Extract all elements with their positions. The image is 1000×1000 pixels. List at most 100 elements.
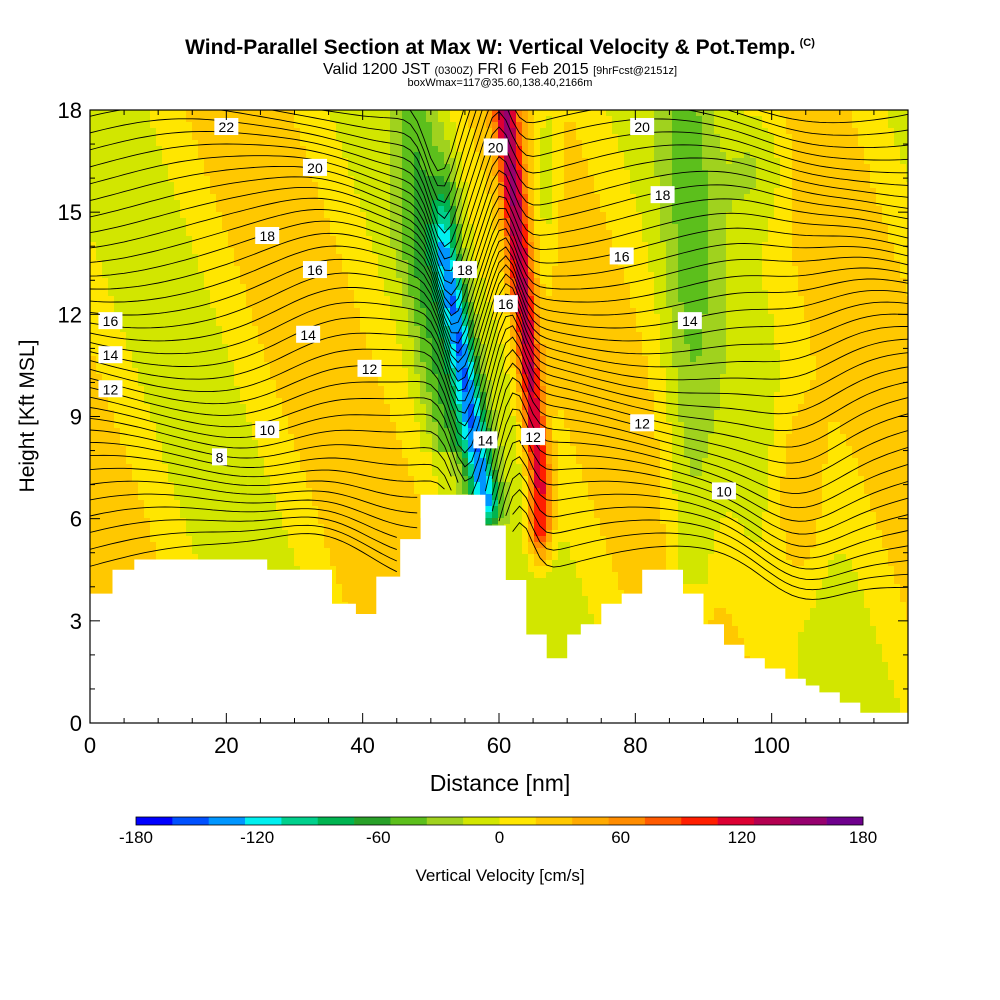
field-cell xyxy=(870,128,877,135)
field-cell xyxy=(540,110,547,117)
field-cell xyxy=(762,290,769,297)
field-cell xyxy=(558,218,565,225)
field-cell xyxy=(624,212,631,219)
field-cell xyxy=(438,176,445,183)
field-cell xyxy=(810,152,817,159)
field-cell xyxy=(546,194,553,201)
field-cell xyxy=(540,236,547,243)
field-cell xyxy=(582,188,589,195)
field-cell xyxy=(882,158,889,165)
field-cell xyxy=(672,284,679,291)
field-cell xyxy=(396,278,403,285)
field-cell xyxy=(306,206,313,213)
field-cell xyxy=(228,218,235,225)
field-cell xyxy=(660,122,667,129)
field-cell xyxy=(546,230,553,237)
field-cell xyxy=(624,122,631,129)
field-cell xyxy=(318,134,325,141)
valid-utc: (0300Z) xyxy=(434,65,473,77)
field-cell xyxy=(120,140,127,147)
field-cell xyxy=(510,122,517,129)
field-cell xyxy=(390,272,397,279)
field-cell xyxy=(846,206,853,213)
field-cell xyxy=(276,110,283,117)
field-cell xyxy=(828,128,835,135)
field-cell xyxy=(492,170,499,177)
field-cell xyxy=(420,236,427,243)
field-cell xyxy=(168,140,175,147)
field-cell xyxy=(720,164,727,171)
field-cell xyxy=(348,140,355,147)
field-cell xyxy=(342,248,349,255)
field-cell xyxy=(768,158,775,165)
field-cell xyxy=(828,170,835,177)
field-cell xyxy=(414,266,421,273)
field-cell xyxy=(846,110,853,117)
field-cell xyxy=(870,278,877,285)
field-cell xyxy=(852,194,859,201)
field-cell xyxy=(108,260,115,267)
field-cell xyxy=(402,164,409,171)
field-cell xyxy=(702,122,709,129)
field-cell xyxy=(330,194,337,201)
field-cell xyxy=(816,236,823,243)
field-cell xyxy=(390,170,397,177)
field-cell xyxy=(426,284,433,291)
field-cell xyxy=(528,122,535,129)
field-cell xyxy=(474,266,481,273)
field-cell xyxy=(222,218,229,225)
field-cell xyxy=(846,158,853,165)
field-cell xyxy=(822,140,829,147)
field-cell xyxy=(324,272,331,279)
field-cell xyxy=(612,212,619,219)
field-cell xyxy=(444,122,451,129)
field-cell xyxy=(432,146,439,153)
field-cell xyxy=(180,182,187,189)
field-cell xyxy=(234,296,241,303)
field-cell xyxy=(264,134,271,141)
field-cell xyxy=(156,254,163,261)
field-cell xyxy=(798,218,805,225)
field-cell xyxy=(138,158,145,165)
field-cell xyxy=(324,152,331,159)
field-cell xyxy=(138,170,145,177)
field-cell xyxy=(342,194,349,201)
field-cell xyxy=(126,194,133,201)
field-cell xyxy=(414,134,421,141)
field-cell xyxy=(102,308,109,315)
field-cell xyxy=(708,320,715,327)
field-cell xyxy=(744,260,751,267)
field-cell xyxy=(186,152,193,159)
field-cell xyxy=(156,212,163,219)
field-cell xyxy=(804,230,811,237)
field-cell xyxy=(672,158,679,165)
field-cell xyxy=(780,278,787,285)
field-cell xyxy=(540,248,547,255)
field-cell xyxy=(534,248,541,255)
field-cell xyxy=(654,320,661,327)
field-cell xyxy=(696,290,703,297)
field-cell xyxy=(96,164,103,171)
field-cell xyxy=(150,158,157,165)
field-cell xyxy=(192,218,199,225)
field-cell xyxy=(726,314,733,321)
field-cell xyxy=(762,224,769,231)
field-cell xyxy=(744,290,751,297)
field-cell xyxy=(186,128,193,135)
field-cell xyxy=(840,134,847,141)
field-cell xyxy=(132,290,139,297)
field-cell xyxy=(450,170,457,177)
field-cell xyxy=(150,134,157,141)
field-cell xyxy=(654,284,661,291)
field-cell xyxy=(558,152,565,159)
field-cell xyxy=(714,170,721,177)
field-cell xyxy=(222,158,229,165)
field-cell xyxy=(198,320,205,327)
field-cell xyxy=(354,302,361,309)
field-cell xyxy=(462,188,469,195)
field-cell xyxy=(900,206,907,213)
field-cell xyxy=(600,170,607,177)
field-cell xyxy=(498,116,505,123)
field-cell xyxy=(588,296,595,303)
field-cell xyxy=(174,236,181,243)
